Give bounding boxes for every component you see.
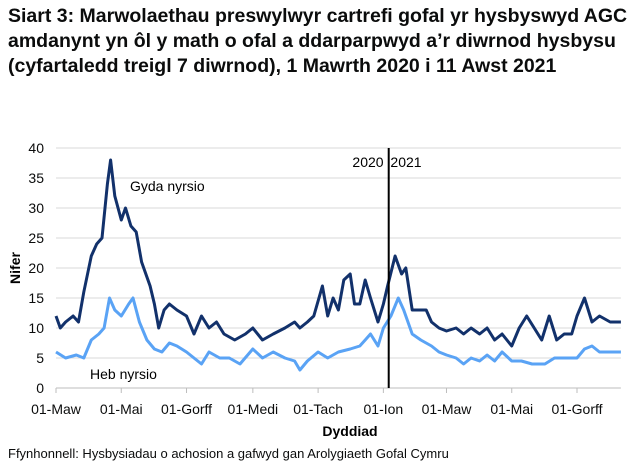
y-tick-label: 15	[28, 290, 44, 306]
x-tick-label: 01-Maw	[422, 401, 473, 417]
x-tick-label: 01-Maw	[31, 401, 82, 417]
x-tick-label: 01-Medi	[228, 401, 279, 417]
source-note: Ffynhonnell: Hysbysiadau o achosion a ga…	[8, 446, 449, 461]
x-axis-label: Dyddiad	[322, 423, 377, 439]
line-chart: 0 5 10 15 20 25 30 35 40 01-Maw 01-Mai 01-Gorff 01-…	[7, 140, 621, 439]
x-tick-label: 01-Mai	[100, 401, 143, 417]
y-axis-label: Nifer	[7, 252, 23, 284]
series-label-heb-nyrsio: Heb nyrsio	[90, 366, 157, 382]
chart-title: Siart 3: Marwolaethau preswylwyr cartref…	[8, 5, 628, 77]
series-label-gyda-nyrsio: Gyda nyrsio	[130, 178, 205, 194]
y-tick-label: 10	[28, 320, 44, 336]
series-line-gyda-nyrsio	[54, 158, 621, 348]
year-label-2020: 2020	[352, 154, 383, 170]
x-tick-label: 01-Gorff	[551, 401, 602, 417]
y-tick-label: 0	[36, 380, 44, 396]
x-tick-label: 01-Tach	[293, 401, 343, 417]
y-tick-label: 30	[28, 200, 44, 216]
x-tick-label: 01-Ion	[364, 401, 404, 417]
y-tick-label: 40	[28, 140, 44, 156]
y-tick-label: 20	[28, 260, 44, 276]
x-tick-label: 01-Gorff	[161, 401, 212, 417]
x-tick-label: 01-Mai	[490, 401, 533, 417]
y-tick-label: 5	[36, 350, 44, 366]
y-tick-label: 25	[28, 230, 44, 246]
series-line-heb-nyrsio	[55, 296, 621, 372]
y-tick-label: 35	[28, 170, 44, 186]
year-label-2021: 2021	[390, 154, 421, 170]
